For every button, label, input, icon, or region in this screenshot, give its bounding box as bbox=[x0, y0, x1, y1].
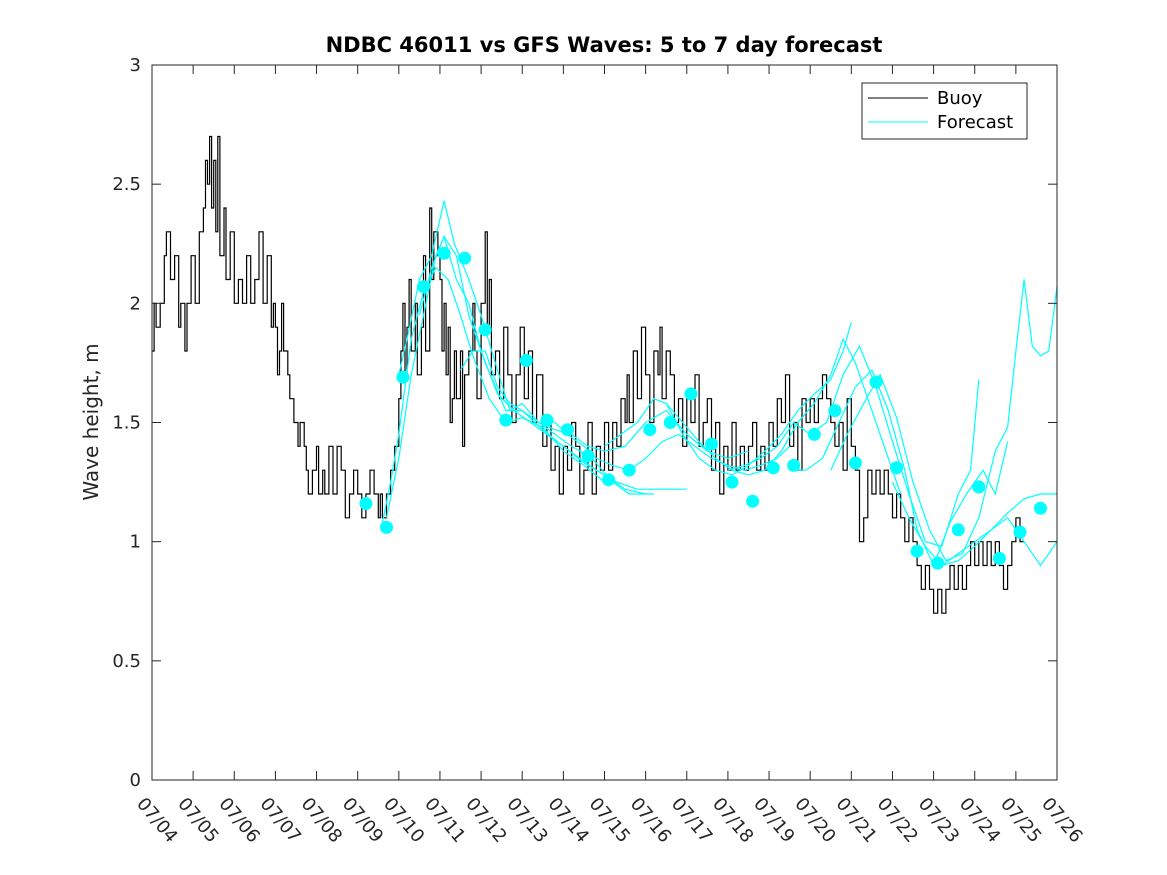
legend: Buoy Forecast bbox=[861, 82, 1028, 140]
x-tick-label: 07/16 bbox=[626, 794, 675, 847]
y-tick-label: 0 bbox=[130, 770, 141, 791]
forecast-point bbox=[643, 423, 657, 437]
x-tick-label: 07/18 bbox=[708, 794, 757, 847]
x-tick-label: 07/04 bbox=[132, 794, 181, 847]
forecast-point bbox=[951, 523, 965, 537]
x-tick-label: 07/23 bbox=[914, 794, 963, 847]
forecast-point bbox=[437, 246, 451, 260]
forecast-point bbox=[519, 354, 533, 367]
x-tick-label: 07/20 bbox=[790, 794, 839, 847]
forecast-point bbox=[602, 473, 616, 487]
x-tick-label: 07/21 bbox=[831, 794, 880, 847]
forecast-point bbox=[417, 280, 430, 294]
forecast-series-line bbox=[459, 350, 749, 459]
forecast-point bbox=[766, 461, 780, 475]
forecast-series-line bbox=[830, 279, 1058, 562]
y-tick-label: 2.5 bbox=[112, 174, 141, 195]
forecast-point bbox=[807, 427, 821, 441]
forecast-point bbox=[1034, 501, 1047, 515]
forecast-series-line bbox=[665, 337, 902, 495]
forecast-point bbox=[684, 387, 698, 401]
x-tick-label: 07/14 bbox=[544, 794, 593, 847]
x-tick-label: 07/12 bbox=[461, 794, 510, 847]
forecast-point bbox=[561, 423, 574, 437]
forecast-series-line bbox=[941, 516, 1058, 567]
forecast-point bbox=[725, 475, 739, 489]
x-tick-label: 07/10 bbox=[379, 794, 428, 847]
forecast-point bbox=[931, 556, 945, 570]
forecast-point bbox=[540, 413, 554, 427]
forecast-point bbox=[705, 437, 718, 451]
forecast-point bbox=[359, 497, 373, 510]
forecast-point bbox=[869, 375, 883, 389]
forecast-point bbox=[972, 480, 986, 494]
forecast-series-line bbox=[789, 369, 1009, 568]
x-tick-label: 07/19 bbox=[749, 794, 798, 847]
forecast-series-line bbox=[418, 234, 687, 490]
forecast-point bbox=[581, 449, 595, 463]
x-tick-label: 07/06 bbox=[214, 794, 263, 847]
x-tick-label: 07/22 bbox=[873, 794, 922, 847]
x-tick-label: 07/26 bbox=[1037, 794, 1086, 847]
forecast-point bbox=[910, 544, 924, 558]
y-tick-label: 2 bbox=[130, 293, 141, 314]
forecast-series-line bbox=[381, 266, 617, 523]
x-tick-label: 07/11 bbox=[420, 794, 469, 847]
forecast-point bbox=[992, 551, 1006, 565]
buoy-series-line bbox=[152, 135, 1025, 614]
y-tick-label: 0.5 bbox=[112, 651, 141, 672]
x-tick-label: 07/24 bbox=[955, 794, 1004, 847]
x-tick-label: 07/07 bbox=[256, 794, 305, 847]
y-tick-label: 1.5 bbox=[112, 413, 141, 434]
legend-label-buoy: Buoy bbox=[937, 88, 983, 109]
x-tick-label: 07/15 bbox=[585, 794, 634, 847]
forecast-series-line bbox=[891, 481, 1057, 567]
forecast-point bbox=[828, 404, 842, 418]
forecast-series-line bbox=[604, 322, 852, 476]
y-tick-label: 3 bbox=[130, 55, 141, 76]
y-tick-label: 1 bbox=[130, 532, 141, 553]
forecast-series-line bbox=[398, 200, 654, 495]
forecast-point bbox=[890, 461, 904, 475]
y-axis: 0 0.5 1 1.5 2 2.5 3 bbox=[112, 55, 1057, 791]
x-tick-label: 07/08 bbox=[297, 794, 346, 847]
y-axis-label: Wave height, m bbox=[79, 343, 103, 500]
forecast-point bbox=[663, 416, 677, 429]
forecast-point bbox=[1013, 525, 1027, 539]
chart-title: NDBC 46011 vs GFS Waves: 5 to 7 day fore… bbox=[326, 33, 883, 57]
x-axis: 07/0407/0507/0607/0707/0807/0907/1007/11… bbox=[132, 65, 1087, 847]
forecast-point bbox=[478, 323, 492, 337]
forecast-point bbox=[746, 494, 760, 508]
legend-label-forecast: Forecast bbox=[937, 112, 1013, 133]
forecast-point bbox=[622, 463, 636, 477]
forecast-point bbox=[380, 520, 393, 534]
x-tick-label: 07/13 bbox=[502, 794, 551, 847]
x-tick-label: 07/09 bbox=[338, 794, 387, 847]
x-tick-label: 07/25 bbox=[996, 794, 1045, 847]
forecast-point bbox=[458, 251, 472, 265]
x-tick-label: 07/05 bbox=[173, 794, 222, 847]
forecast-point bbox=[848, 456, 862, 470]
forecast-series-line bbox=[542, 417, 791, 471]
forecast-point bbox=[499, 413, 513, 427]
forecast-point bbox=[396, 370, 410, 384]
x-tick-label: 07/17 bbox=[667, 794, 716, 847]
legend-box bbox=[861, 82, 1028, 140]
forecast-point bbox=[787, 458, 801, 472]
plot-area bbox=[152, 135, 1058, 614]
